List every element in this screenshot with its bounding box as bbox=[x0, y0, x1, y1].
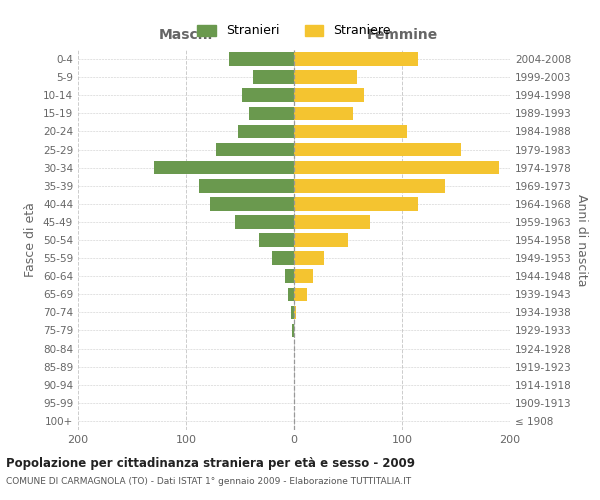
Bar bbox=[210, 197, 294, 210]
Y-axis label: Fasce di età: Fasce di età bbox=[25, 202, 37, 278]
Bar bbox=[272, 252, 294, 265]
Bar bbox=[294, 270, 313, 283]
Bar bbox=[294, 106, 353, 120]
Bar bbox=[291, 306, 294, 319]
Bar bbox=[216, 142, 294, 156]
Legend: Stranieri, Straniere: Stranieri, Straniere bbox=[191, 18, 397, 44]
Bar bbox=[294, 288, 307, 301]
Y-axis label: Anni di nascita: Anni di nascita bbox=[575, 194, 588, 286]
Bar bbox=[294, 52, 418, 66]
Bar bbox=[294, 233, 348, 247]
Bar bbox=[294, 142, 461, 156]
Bar bbox=[294, 179, 445, 192]
Bar bbox=[294, 252, 324, 265]
Bar bbox=[286, 270, 294, 283]
Bar bbox=[253, 70, 294, 84]
Bar bbox=[294, 70, 356, 84]
Text: Popolazione per cittadinanza straniera per età e sesso - 2009: Popolazione per cittadinanza straniera p… bbox=[6, 458, 415, 470]
Bar bbox=[294, 88, 364, 102]
Bar bbox=[294, 215, 370, 228]
Text: Femmine: Femmine bbox=[367, 28, 437, 42]
Text: Maschi: Maschi bbox=[159, 28, 213, 42]
Bar bbox=[229, 52, 294, 66]
Bar bbox=[248, 106, 294, 120]
Bar bbox=[238, 124, 294, 138]
Text: COMUNE DI CARMAGNOLA (TO) - Dati ISTAT 1° gennaio 2009 - Elaborazione TUTTITALIA: COMUNE DI CARMAGNOLA (TO) - Dati ISTAT 1… bbox=[6, 478, 411, 486]
Bar bbox=[294, 124, 407, 138]
Bar bbox=[235, 215, 294, 228]
Bar bbox=[259, 233, 294, 247]
Bar bbox=[154, 161, 294, 174]
Bar bbox=[294, 161, 499, 174]
Bar bbox=[199, 179, 294, 192]
Bar bbox=[294, 197, 418, 210]
Bar bbox=[287, 288, 294, 301]
Bar bbox=[294, 306, 296, 319]
Bar bbox=[242, 88, 294, 102]
Bar bbox=[292, 324, 294, 338]
